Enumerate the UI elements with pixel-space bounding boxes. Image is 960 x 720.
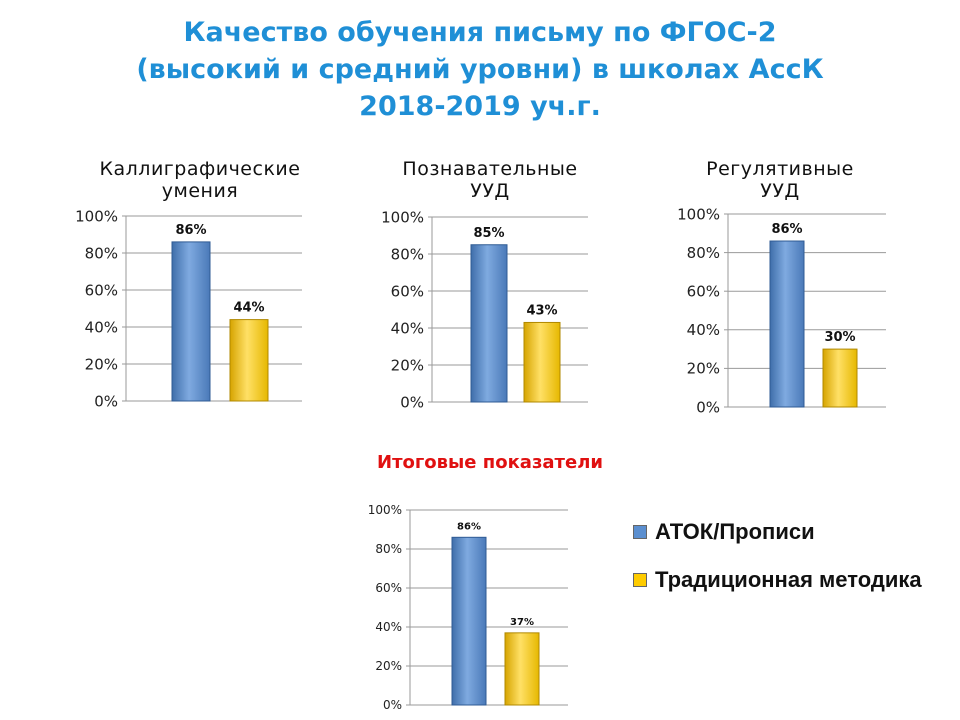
chart-summary: 0% 20% 40% 60% 80% 100% 86% 37% — [368, 503, 568, 712]
y-tick-label: 60% — [85, 281, 118, 299]
legend-item-atok: АТОК/Прописи — [633, 508, 922, 556]
y-tick-label: 40% — [687, 321, 720, 339]
y-tick-label: 20% — [687, 360, 720, 378]
chart-2-title: Познавательные УУД — [380, 158, 600, 202]
chart-3-title-line-1: Регулятивные — [706, 158, 854, 180]
bar-atok — [470, 244, 508, 403]
legend: АТОК/Прописи Традиционная методика — [633, 508, 922, 604]
y-tick-label: 80% — [391, 245, 424, 263]
y-tick-label: 40% — [85, 318, 118, 336]
legend-item-traditional: Традиционная методика — [633, 556, 922, 604]
data-label: 44% — [233, 301, 264, 316]
chart-regulatory: 0% 20% 40% 60% 80% 100% 86% 30% — [677, 205, 886, 416]
chart-3-title: Регулятивные УУД — [670, 158, 890, 202]
bar-atok — [769, 240, 805, 408]
y-tick-label: 100% — [677, 205, 720, 223]
summary-title: Итоговые показатели — [377, 452, 603, 473]
y-tick-label: 80% — [375, 542, 402, 556]
data-label: 86% — [771, 222, 802, 237]
data-label: 86% — [457, 521, 481, 532]
y-tick-label: 20% — [391, 356, 424, 374]
y-tick-label: 0% — [696, 398, 720, 416]
legend-label-atok: АТОК/Прописи — [655, 519, 815, 544]
bar-atok — [451, 536, 487, 706]
bar-traditional — [523, 321, 561, 403]
bar-atok — [171, 241, 211, 402]
title-line-2: (высокий и средний уровни) в школах АссК — [136, 54, 824, 85]
bar-traditional — [229, 319, 269, 402]
chart-2-title-line-1: Познавательные — [402, 158, 578, 180]
chart-cognitive: 0% 20% 40% 60% 80% 100% 85% 43% — [381, 208, 588, 411]
y-tick-label: 60% — [687, 282, 720, 300]
y-tick-label: 40% — [391, 319, 424, 337]
y-tick-label: 0% — [400, 393, 424, 411]
data-label: 37% — [510, 617, 534, 628]
chart-1-title-line-1: Каллиграфические — [99, 158, 301, 180]
chart-1-title: Каллиграфические умения — [80, 158, 320, 202]
y-tick-label: 40% — [375, 620, 402, 634]
y-tick-label: 100% — [75, 207, 118, 225]
legend-label-traditional: Традиционная методика — [655, 567, 922, 592]
y-tick-label: 100% — [381, 208, 424, 226]
bar-traditional — [504, 632, 540, 706]
data-label: 85% — [473, 226, 504, 241]
y-tick-label: 80% — [687, 244, 720, 262]
y-tick-label: 60% — [391, 282, 424, 300]
y-tick-label: 20% — [375, 659, 402, 673]
data-label: 30% — [824, 330, 855, 345]
chart-calligraphy: 0% 20% 40% 60% 80% 100% 86% 44% — [75, 207, 302, 410]
title-line-3: 2018-2019 уч.г. — [359, 91, 601, 122]
title-line-1: Качество обучения письму по ФГОС-2 — [183, 17, 777, 48]
chart-2-title-line-2: УУД — [470, 180, 510, 202]
chart-3-title-line-2: УУД — [760, 180, 800, 202]
y-tick-label: 20% — [85, 355, 118, 373]
legend-swatch-atok — [633, 525, 647, 539]
chart-1-title-line-2: умения — [161, 180, 239, 202]
legend-swatch-traditional — [633, 573, 647, 587]
page-title: Качество обучения письму по ФГОС-2 (высо… — [0, 14, 960, 125]
y-tick-label: 0% — [94, 392, 118, 410]
y-tick-label: 60% — [375, 581, 402, 595]
y-tick-label: 80% — [85, 244, 118, 262]
bar-traditional — [822, 348, 858, 408]
data-label: 86% — [175, 223, 206, 238]
y-tick-label: 100% — [368, 503, 402, 517]
data-label: 43% — [526, 303, 557, 318]
y-tick-label: 0% — [383, 698, 402, 712]
